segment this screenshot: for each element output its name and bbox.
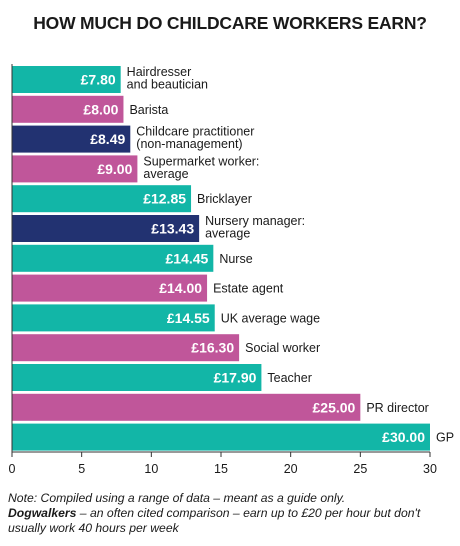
bar-value-label: £8.49 <box>90 131 125 147</box>
x-tick-label: 20 <box>284 462 298 476</box>
bar-value-label: £25.00 <box>313 399 356 415</box>
bar <box>12 393 361 421</box>
bar <box>12 125 131 153</box>
x-tick-label: 10 <box>144 462 158 476</box>
bar-value-label: £14.55 <box>167 310 210 326</box>
x-tick-label: 15 <box>214 462 228 476</box>
bar-value-label: £16.30 <box>191 340 234 356</box>
bar-category-label: PR director <box>366 401 429 415</box>
chart-title: HOW MUCH DO CHILDCARE WORKERS EARN? <box>33 13 427 33</box>
bar-category-label: Bricklayer <box>197 192 252 206</box>
bar-value-label: £30.00 <box>382 429 425 445</box>
bar-value-label: £7.80 <box>81 72 116 88</box>
bar <box>12 304 215 332</box>
bar-value-label: £13.43 <box>151 221 194 237</box>
dogwalker-note: Dogwalkers – an often cited comparison –… <box>8 506 456 536</box>
bar-category-label: Hairdresser <box>127 65 192 79</box>
footnote: Note: Compiled using a range of data – m… <box>8 491 346 505</box>
bar <box>12 364 262 391</box>
bar-category-label: Supermarket worker: <box>143 154 259 168</box>
bar <box>12 95 124 123</box>
bar-category-label: average <box>205 227 250 241</box>
bar-value-label: £17.90 <box>214 370 257 386</box>
x-tick-label: 30 <box>423 462 437 476</box>
bar-category-label: and beautician <box>127 78 208 92</box>
bar <box>12 215 200 242</box>
bar <box>12 185 192 213</box>
x-tick-label: 25 <box>353 462 367 476</box>
bar-category-label: GP <box>436 431 454 445</box>
bar <box>12 274 208 302</box>
bar-value-label: £14.00 <box>159 280 202 296</box>
bar-category-label: Nurse <box>219 252 252 266</box>
bar <box>12 66 121 93</box>
bar-value-label: £12.85 <box>143 191 186 207</box>
bar-category-label: (non-management) <box>136 137 242 151</box>
bar-category-label: Teacher <box>267 371 311 385</box>
x-tick-label: 5 <box>78 462 85 476</box>
bar-value-label: £14.45 <box>166 250 209 266</box>
bar <box>12 244 214 272</box>
x-tick-label: 0 <box>9 462 16 476</box>
x-axis: 0 5 10 15 20 25 30 <box>9 64 437 476</box>
bar-category-label: Barista <box>129 103 168 117</box>
bar <box>12 334 240 362</box>
bar-category-label: average <box>143 167 188 181</box>
dogwalker-note-bold: Dogwalkers <box>8 506 77 520</box>
bar <box>12 155 138 183</box>
bar-category-label: Nursery manager: <box>205 214 305 228</box>
bar <box>12 423 430 451</box>
bar-value-label: £8.00 <box>83 101 118 117</box>
bar-category-label: UK average wage <box>221 311 320 325</box>
bar-category-label: Estate agent <box>213 282 284 296</box>
bar-category-label: Social worker <box>245 341 320 355</box>
bar-category-label: Childcare practitioner <box>136 125 254 139</box>
dogwalker-note-text: – an often cited comparison – earn up to… <box>8 506 421 535</box>
bar-value-label: £9.00 <box>97 161 132 177</box>
